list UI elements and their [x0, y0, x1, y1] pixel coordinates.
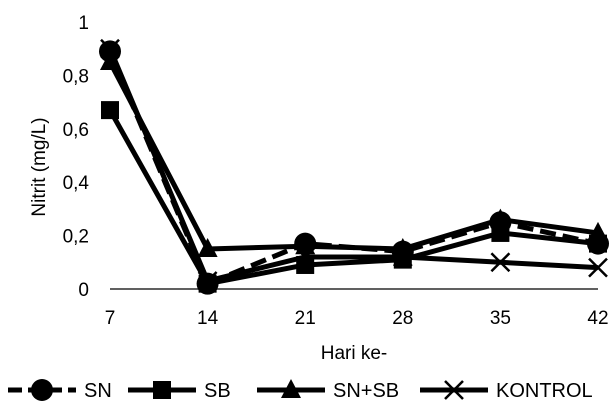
data-point-kontrol — [588, 257, 608, 278]
legend-item-sb: SB — [128, 380, 231, 402]
x-tick-label: 42 — [587, 308, 608, 329]
data-point-sb — [491, 223, 510, 242]
series-layer — [99, 38, 609, 295]
y-axis-title: Nitrit (mg/L) — [29, 117, 50, 216]
y-tick-labels: 0 0,2 0,4 0,6 0,8 1 — [63, 13, 90, 301]
x-tick-labels: 7 14 21 28 35 42 — [105, 308, 609, 329]
series-line-sn-sb — [107, 60, 599, 252]
x-tick-label: 35 — [490, 308, 511, 329]
data-point-sn-sb — [197, 237, 218, 257]
x-tick-label: 7 — [105, 308, 116, 329]
y-tick-label: 0,2 — [63, 227, 89, 248]
data-point-kontrol — [197, 271, 218, 291]
series-kontrol — [100, 38, 608, 291]
legend-marker-sn — [31, 379, 53, 401]
y-tick-label: 0,8 — [63, 66, 89, 87]
legend-label: KONTROL — [496, 380, 593, 402]
legend-marker-sn-sb — [281, 379, 301, 398]
y-tick-label: 0 — [78, 280, 89, 301]
x-tick-label: 14 — [197, 308, 219, 329]
data-point-sn-sb — [295, 235, 316, 255]
series-line-sb — [107, 108, 599, 287]
legend: SN SB SN+SB KONTROL — [8, 379, 593, 402]
legend-label: SB — [204, 380, 231, 402]
legend-label: SN+SB — [333, 380, 399, 402]
legend-item-kontrol: KONTROL — [420, 380, 593, 402]
data-point-kontrol — [295, 247, 316, 267]
data-point-sn-sb — [490, 208, 511, 228]
legend-marker-sb — [153, 381, 171, 399]
x-tick-label: 21 — [295, 308, 316, 329]
data-point-kontrol — [490, 252, 511, 273]
y-tick-label: 0,4 — [63, 173, 90, 194]
legend-item-sn: SN — [8, 379, 112, 402]
legend-label: SN — [84, 380, 112, 402]
data-point-kontrol — [392, 247, 413, 267]
series-line-kontrol — [107, 47, 599, 284]
legend-item-sn-sb: SN+SB — [257, 379, 399, 402]
x-tick-label: 28 — [392, 308, 413, 329]
legend-marker-kontrol — [444, 380, 464, 400]
data-point-kontrol — [100, 38, 120, 59]
y-tick-label: 1 — [78, 13, 89, 34]
x-axis-title: Hari ke- — [321, 343, 388, 364]
y-tick-label: 0,6 — [63, 120, 89, 141]
data-point-sb — [101, 101, 119, 120]
data-point-sn-sb — [588, 221, 608, 241]
